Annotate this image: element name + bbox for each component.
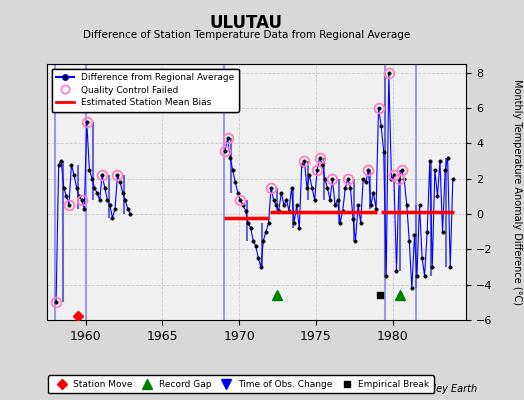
Text: ULUTAU: ULUTAU xyxy=(210,14,283,32)
Legend: Station Move, Record Gap, Time of Obs. Change, Empirical Break: Station Move, Record Gap, Time of Obs. C… xyxy=(48,376,434,394)
Legend: Difference from Regional Average, Quality Control Failed, Estimated Station Mean: Difference from Regional Average, Qualit… xyxy=(52,68,239,112)
Y-axis label: Monthly Temperature Anomaly Difference (°C): Monthly Temperature Anomaly Difference (… xyxy=(512,79,522,305)
Text: Berkeley Earth: Berkeley Earth xyxy=(405,384,477,394)
Text: Difference of Station Temperature Data from Regional Average: Difference of Station Temperature Data f… xyxy=(83,30,410,40)
